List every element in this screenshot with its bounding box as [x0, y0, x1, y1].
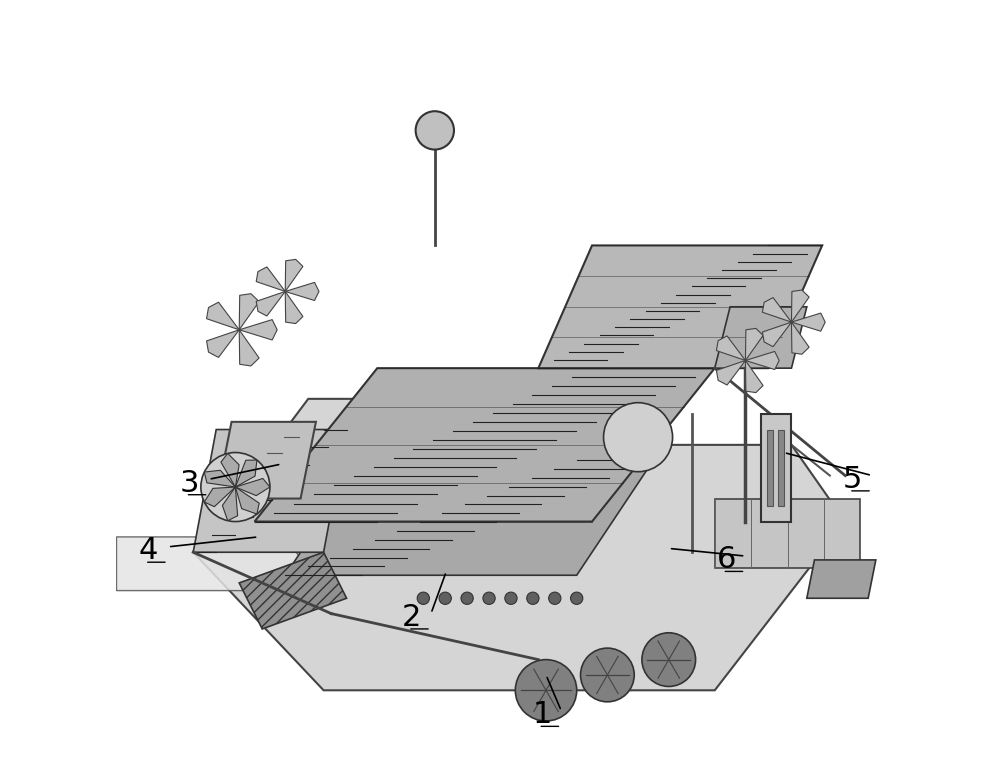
- Polygon shape: [716, 360, 745, 385]
- Polygon shape: [239, 552, 347, 629]
- Polygon shape: [255, 368, 715, 522]
- Circle shape: [604, 403, 673, 472]
- Polygon shape: [762, 298, 791, 322]
- Text: 2: 2: [402, 603, 421, 632]
- Polygon shape: [207, 302, 239, 330]
- Polygon shape: [256, 291, 285, 316]
- Polygon shape: [193, 430, 347, 552]
- Polygon shape: [204, 487, 235, 507]
- Polygon shape: [745, 360, 763, 393]
- Circle shape: [505, 592, 517, 604]
- Polygon shape: [716, 336, 745, 360]
- Polygon shape: [745, 328, 763, 360]
- Polygon shape: [285, 259, 303, 291]
- Polygon shape: [538, 245, 822, 368]
- Polygon shape: [285, 460, 653, 575]
- Text: 4: 4: [139, 536, 158, 565]
- Polygon shape: [791, 313, 825, 331]
- Bar: [767, 430, 773, 506]
- Circle shape: [527, 592, 539, 604]
- Polygon shape: [715, 307, 807, 368]
- Text: 6: 6: [717, 545, 736, 574]
- Circle shape: [416, 111, 454, 150]
- Polygon shape: [222, 487, 238, 521]
- Polygon shape: [715, 499, 860, 568]
- Polygon shape: [791, 290, 809, 322]
- Polygon shape: [745, 351, 779, 370]
- Polygon shape: [193, 399, 845, 690]
- Bar: [778, 430, 784, 506]
- Polygon shape: [256, 267, 285, 291]
- Circle shape: [417, 592, 429, 604]
- Polygon shape: [235, 479, 270, 495]
- Polygon shape: [216, 422, 316, 499]
- Polygon shape: [807, 560, 876, 598]
- Circle shape: [515, 660, 577, 721]
- Circle shape: [581, 648, 634, 702]
- Circle shape: [549, 592, 561, 604]
- Polygon shape: [239, 330, 259, 366]
- Polygon shape: [791, 322, 809, 354]
- Polygon shape: [221, 453, 239, 487]
- Polygon shape: [207, 330, 239, 357]
- Polygon shape: [116, 537, 324, 591]
- Circle shape: [483, 592, 495, 604]
- Polygon shape: [235, 487, 259, 514]
- Polygon shape: [285, 291, 303, 324]
- Circle shape: [461, 592, 473, 604]
- Polygon shape: [239, 294, 259, 330]
- Polygon shape: [204, 470, 235, 487]
- Bar: [761, 414, 791, 522]
- Polygon shape: [285, 282, 319, 301]
- Circle shape: [439, 592, 451, 604]
- Text: 1: 1: [532, 700, 552, 729]
- Polygon shape: [762, 322, 791, 347]
- Circle shape: [642, 633, 696, 686]
- Text: 3: 3: [180, 469, 199, 498]
- Circle shape: [571, 592, 583, 604]
- Polygon shape: [239, 320, 277, 340]
- Polygon shape: [235, 460, 257, 487]
- Circle shape: [201, 453, 270, 522]
- Text: 5: 5: [843, 465, 863, 494]
